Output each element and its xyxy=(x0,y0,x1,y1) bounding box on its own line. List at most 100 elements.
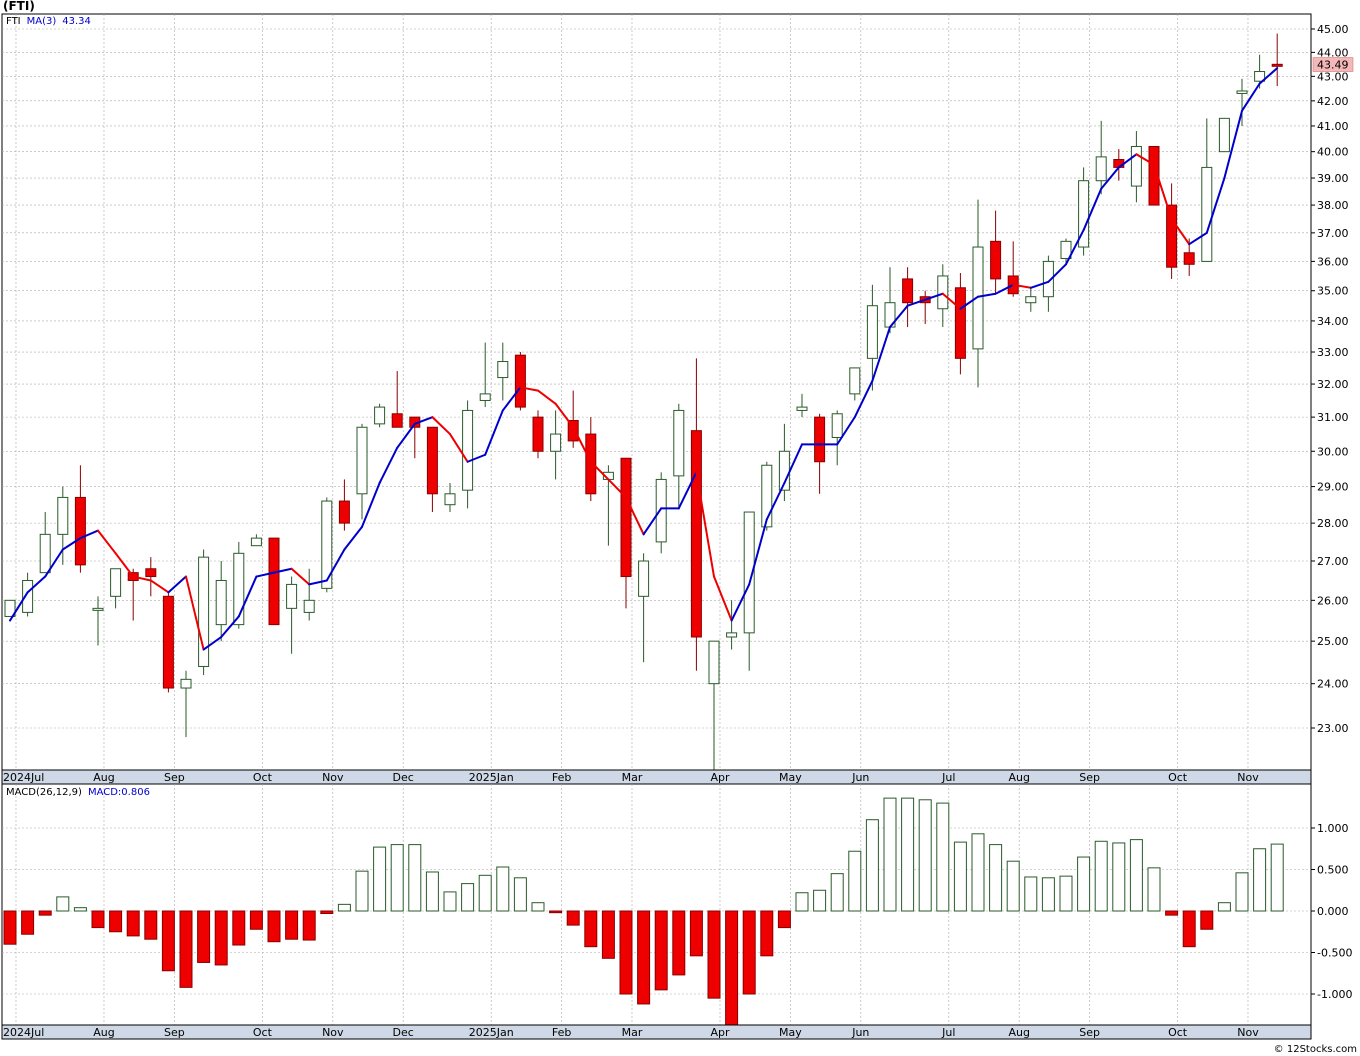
month-label-bottom: Sep xyxy=(1079,1026,1100,1039)
candle xyxy=(638,553,650,663)
macd-bar xyxy=(549,910,563,914)
macd-bar xyxy=(654,910,668,991)
macd-bar xyxy=(109,910,123,933)
candle xyxy=(462,400,474,509)
macd-tick-label: 0.500 xyxy=(1317,864,1349,877)
macd-bar xyxy=(742,910,756,995)
ma-segment xyxy=(1047,263,1067,283)
month-label-bottom: 2024Jul xyxy=(3,1026,44,1039)
month-label-bottom: Jun xyxy=(851,1026,869,1039)
candle-body xyxy=(796,406,808,411)
top-month-axis-band xyxy=(1,769,1312,785)
month-label-top: 2025Jan xyxy=(469,771,514,784)
site-credit: © 12Stocks.com xyxy=(1274,1044,1357,1055)
candle-body xyxy=(4,599,16,617)
candle-body xyxy=(462,409,474,491)
legend-ma-value: 43.34 xyxy=(62,16,91,27)
candle-body xyxy=(145,568,157,578)
ma-segment xyxy=(1117,153,1138,169)
month-label-bottom: Aug xyxy=(93,1026,114,1039)
candle xyxy=(673,403,685,509)
candle xyxy=(937,264,949,328)
candle xyxy=(902,267,914,328)
macd-bar xyxy=(1112,842,1126,912)
macd-bar xyxy=(478,874,492,912)
macd-bar xyxy=(725,910,739,1027)
macd-bar xyxy=(179,910,193,988)
macd-bar xyxy=(918,799,932,912)
ma-segment xyxy=(308,579,328,586)
ma-segment xyxy=(1223,109,1243,180)
ma-segment xyxy=(713,575,733,622)
macd-bar xyxy=(601,910,615,959)
candle xyxy=(162,592,174,693)
ma-segment xyxy=(9,591,29,622)
macd-bar xyxy=(302,910,316,941)
ma-segment xyxy=(642,507,663,536)
macd-bar xyxy=(1059,875,1073,912)
price-tick-label: 23.00 xyxy=(1317,722,1349,735)
candle-body xyxy=(743,511,755,634)
macd-bar xyxy=(1235,872,1249,912)
candle-body xyxy=(22,579,34,613)
price-tick-label: 25.00 xyxy=(1317,635,1349,648)
macd-bar xyxy=(953,841,967,912)
candle-body xyxy=(180,678,192,689)
candle xyxy=(180,670,192,738)
ma-segment xyxy=(501,386,522,412)
ma-segment xyxy=(889,304,909,329)
month-label-top: Nov xyxy=(322,771,344,784)
macd-bar xyxy=(1147,867,1161,912)
candle xyxy=(479,342,491,408)
candle-body xyxy=(374,406,386,425)
price-tick-label: 45.00 xyxy=(1317,23,1349,36)
macd-bar xyxy=(232,910,246,946)
macd-tick-label: 0.000 xyxy=(1317,905,1349,918)
candle xyxy=(567,390,579,448)
ma-segment xyxy=(625,496,645,536)
macd-bar xyxy=(707,910,721,999)
candle-body xyxy=(638,560,650,597)
ma-segment xyxy=(343,525,363,551)
candle-body xyxy=(1095,156,1107,182)
macd-bar xyxy=(355,870,369,912)
ma-segment xyxy=(167,575,187,594)
ma-segment xyxy=(1082,187,1103,232)
macd-bar xyxy=(3,910,17,945)
candle-body xyxy=(1201,166,1213,262)
candle-body xyxy=(954,287,966,359)
ma-segment xyxy=(1188,231,1208,246)
macd-bar xyxy=(1200,910,1214,930)
macd-tick-label: 1.000 xyxy=(1317,822,1349,835)
candle xyxy=(620,457,632,609)
candle xyxy=(708,640,720,784)
month-label-top: Nov xyxy=(1237,771,1259,784)
macd-bar xyxy=(865,819,879,912)
candle-body xyxy=(1148,145,1160,206)
macd-tick-label: -0.500 xyxy=(1317,947,1352,960)
month-label-top: Jun xyxy=(851,771,869,784)
candle-body xyxy=(1130,145,1142,187)
month-label-bottom: Mar xyxy=(622,1026,643,1039)
ma-segment xyxy=(361,482,381,528)
ma-segment xyxy=(941,292,962,310)
price-tick-label: 24.00 xyxy=(1317,678,1349,691)
candle xyxy=(1218,117,1230,153)
macd-bar xyxy=(1182,910,1196,948)
candle-body xyxy=(567,419,579,442)
candle-body xyxy=(198,556,210,667)
macd-bars xyxy=(3,797,1284,1027)
price-tick-label: 35.00 xyxy=(1317,285,1349,298)
month-label-bottom: Nov xyxy=(1237,1026,1259,1039)
macd-bar xyxy=(496,866,510,912)
macd-legend-name: MACD(26,12,9) xyxy=(6,787,82,798)
candle xyxy=(743,511,755,671)
candle xyxy=(1042,255,1054,312)
macd-bar xyxy=(689,910,703,957)
candle xyxy=(954,273,966,375)
ma-segment xyxy=(1205,177,1226,234)
ma-segment xyxy=(994,283,1015,295)
candle-body xyxy=(620,457,632,578)
month-label-bottom: Aug xyxy=(1008,1026,1029,1039)
macd-bar xyxy=(73,907,87,912)
